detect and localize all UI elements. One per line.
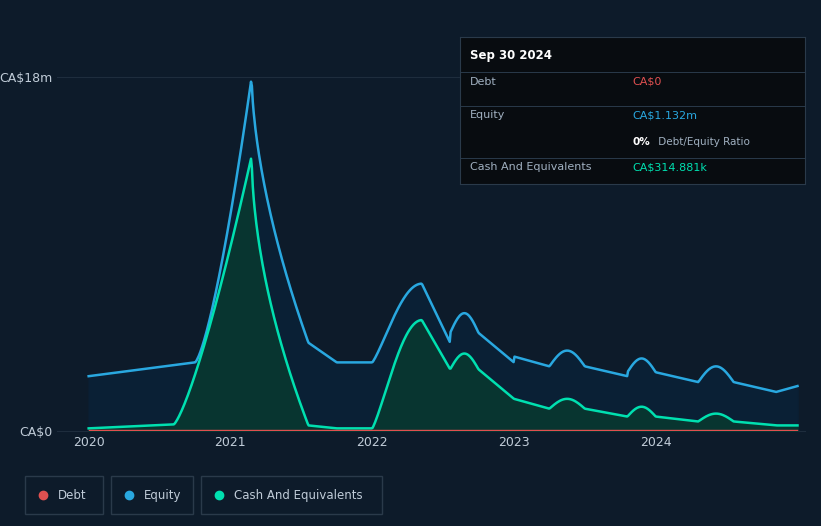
Text: Debt: Debt xyxy=(57,489,86,502)
Text: Equity: Equity xyxy=(144,489,181,502)
Text: Cash And Equivalents: Cash And Equivalents xyxy=(234,489,363,502)
Text: CA$0: CA$0 xyxy=(632,77,662,87)
Text: Cash And Equivalents: Cash And Equivalents xyxy=(470,162,592,172)
Text: 0%: 0% xyxy=(632,137,650,147)
Text: CA$314.881k: CA$314.881k xyxy=(632,162,707,172)
Text: Debt/Equity Ratio: Debt/Equity Ratio xyxy=(654,137,750,147)
Text: Debt: Debt xyxy=(470,77,497,87)
Text: CA$1.132m: CA$1.132m xyxy=(632,110,697,120)
Text: Equity: Equity xyxy=(470,110,506,120)
Text: Sep 30 2024: Sep 30 2024 xyxy=(470,48,552,62)
